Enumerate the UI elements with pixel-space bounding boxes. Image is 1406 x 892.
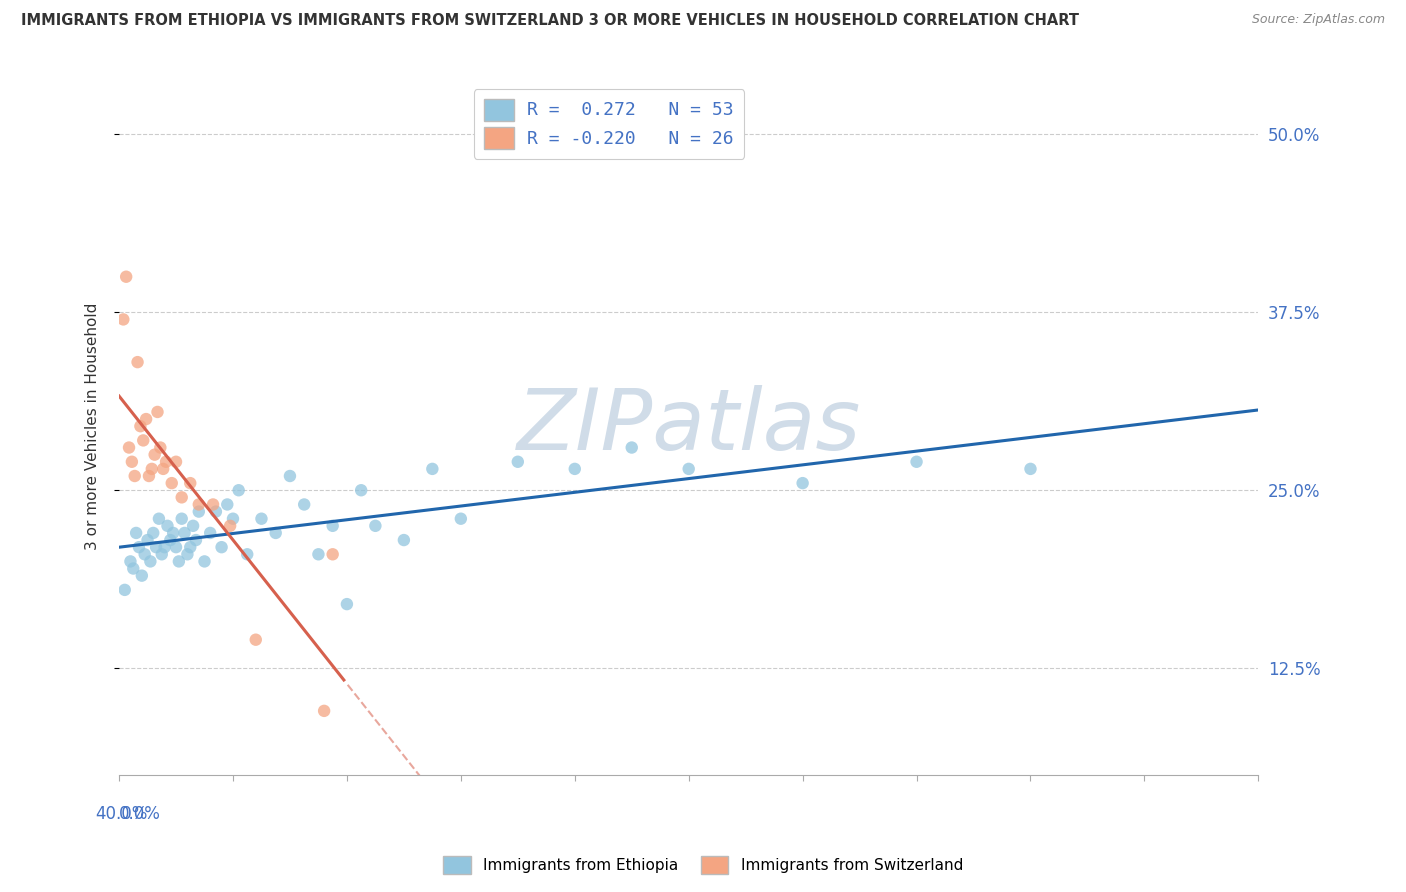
Point bbox=[678, 462, 700, 476]
Point bbox=[350, 483, 373, 498]
Point bbox=[322, 518, 344, 533]
Point bbox=[292, 498, 315, 512]
Point bbox=[143, 448, 166, 462]
Point bbox=[128, 540, 150, 554]
Text: 0.0%: 0.0% bbox=[120, 805, 160, 823]
Point bbox=[131, 568, 153, 582]
Point bbox=[222, 512, 245, 526]
Point bbox=[149, 441, 172, 455]
Point bbox=[125, 525, 148, 540]
Point bbox=[121, 455, 143, 469]
Point bbox=[176, 547, 198, 561]
Point bbox=[187, 505, 209, 519]
Point bbox=[792, 476, 814, 491]
Point bbox=[132, 434, 155, 448]
Point bbox=[392, 533, 415, 547]
Text: 40.0%: 40.0% bbox=[96, 805, 148, 823]
Point bbox=[142, 525, 165, 540]
Point bbox=[236, 547, 259, 561]
Point bbox=[1019, 462, 1042, 476]
Point bbox=[122, 561, 145, 575]
Point bbox=[141, 462, 163, 476]
Point bbox=[148, 512, 170, 526]
Y-axis label: 3 or more Vehicles in Household: 3 or more Vehicles in Household bbox=[86, 302, 100, 549]
Text: Source: ZipAtlas.com: Source: ZipAtlas.com bbox=[1251, 13, 1385, 27]
Point bbox=[120, 554, 142, 568]
Point bbox=[314, 704, 336, 718]
Point bbox=[136, 533, 159, 547]
Point bbox=[165, 540, 187, 554]
Point bbox=[245, 632, 267, 647]
Point bbox=[127, 355, 149, 369]
Text: IMMIGRANTS FROM ETHIOPIA VS IMMIGRANTS FROM SWITZERLAND 3 OR MORE VEHICLES IN HO: IMMIGRANTS FROM ETHIOPIA VS IMMIGRANTS F… bbox=[21, 13, 1078, 29]
Point bbox=[264, 525, 287, 540]
Point bbox=[134, 547, 156, 561]
Point bbox=[150, 547, 173, 561]
Point bbox=[114, 582, 136, 597]
Point bbox=[159, 533, 181, 547]
Point bbox=[364, 518, 387, 533]
Point bbox=[145, 540, 167, 554]
Point bbox=[250, 512, 273, 526]
Point bbox=[153, 540, 176, 554]
Point bbox=[181, 518, 204, 533]
Point bbox=[152, 462, 174, 476]
Point bbox=[905, 455, 928, 469]
Point bbox=[278, 469, 301, 483]
Point bbox=[228, 483, 250, 498]
Point bbox=[173, 525, 195, 540]
Point bbox=[160, 476, 183, 491]
Point bbox=[211, 540, 233, 554]
Point bbox=[135, 412, 157, 426]
Point bbox=[217, 498, 239, 512]
Point bbox=[322, 547, 344, 561]
Point bbox=[124, 469, 146, 483]
Point bbox=[193, 554, 215, 568]
Point bbox=[139, 554, 162, 568]
Point bbox=[219, 518, 242, 533]
Point bbox=[155, 455, 177, 469]
Point bbox=[620, 441, 643, 455]
Point bbox=[187, 498, 209, 512]
Point bbox=[198, 525, 221, 540]
Point bbox=[118, 441, 141, 455]
Point bbox=[170, 512, 193, 526]
Point bbox=[564, 462, 586, 476]
Legend: R =  0.272   N = 53, R = -0.220   N = 26: R = 0.272 N = 53, R = -0.220 N = 26 bbox=[474, 89, 744, 159]
Point bbox=[115, 269, 138, 284]
Legend: Immigrants from Ethiopia, Immigrants from Switzerland: Immigrants from Ethiopia, Immigrants fro… bbox=[437, 850, 969, 880]
Point bbox=[170, 491, 193, 505]
Point bbox=[422, 462, 444, 476]
Point bbox=[129, 419, 152, 434]
Point bbox=[165, 455, 187, 469]
Point bbox=[202, 498, 225, 512]
Point bbox=[112, 312, 135, 326]
Point bbox=[138, 469, 160, 483]
Point bbox=[146, 405, 169, 419]
Point bbox=[336, 597, 359, 611]
Point bbox=[167, 554, 190, 568]
Point bbox=[179, 540, 201, 554]
Point bbox=[506, 455, 529, 469]
Point bbox=[156, 518, 179, 533]
Point bbox=[184, 533, 207, 547]
Point bbox=[307, 547, 329, 561]
Text: ZIPatlas: ZIPatlas bbox=[516, 384, 860, 467]
Point bbox=[205, 505, 228, 519]
Point bbox=[450, 512, 472, 526]
Point bbox=[162, 525, 184, 540]
Point bbox=[179, 476, 201, 491]
